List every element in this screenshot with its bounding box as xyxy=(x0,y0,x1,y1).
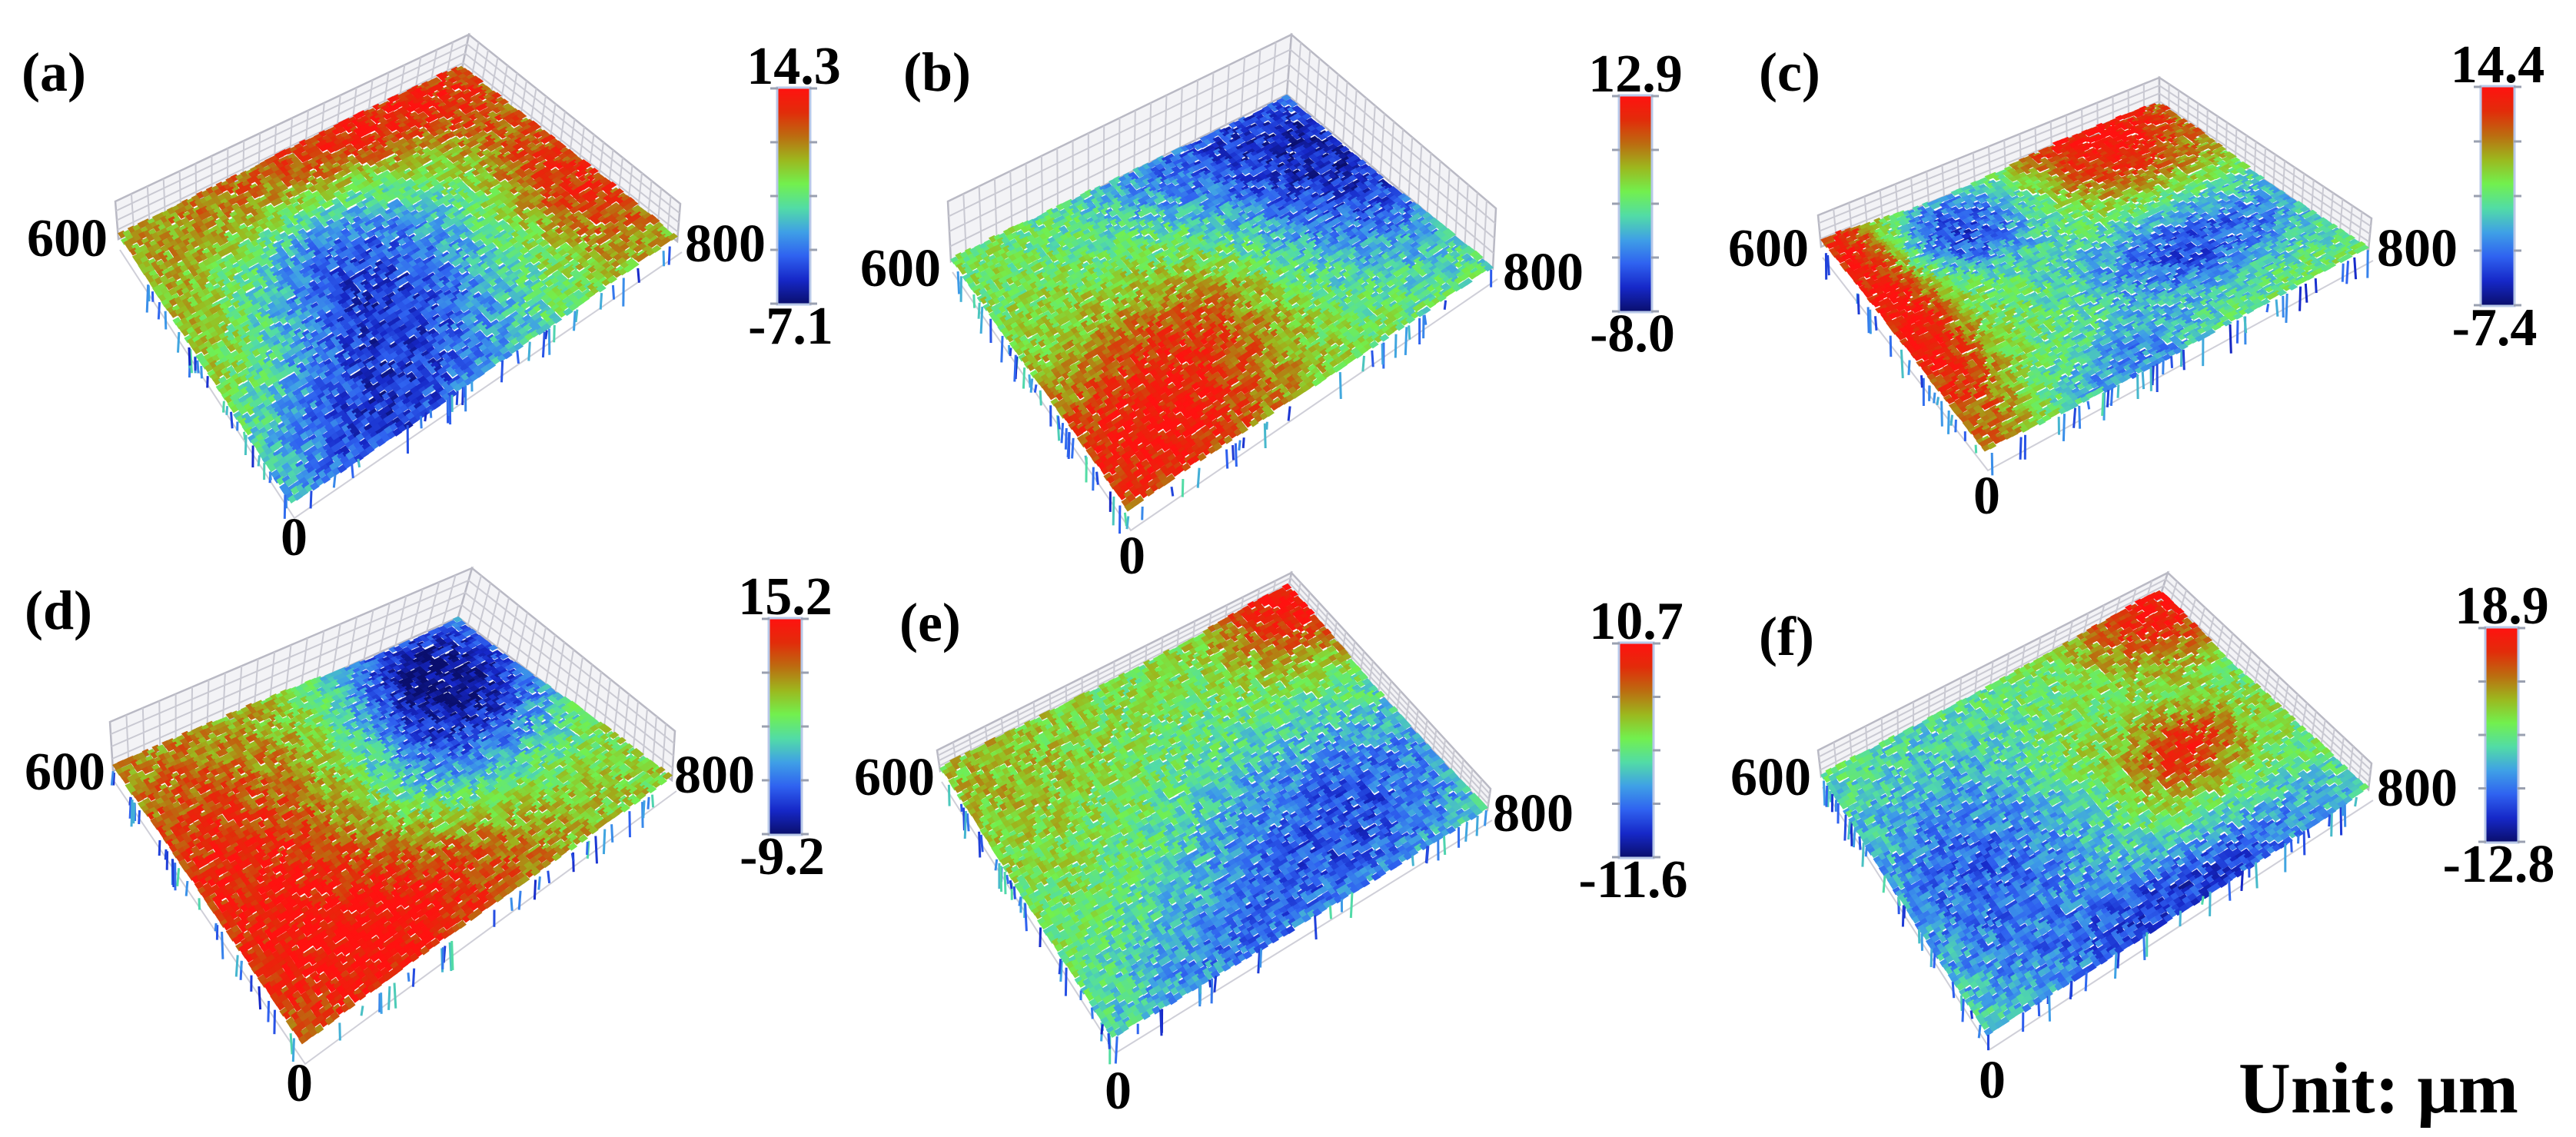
axis-tick-origin: 0 xyxy=(1105,1062,1132,1121)
colorbar-max-label: 14.3 xyxy=(746,37,841,96)
axis-tick-right: 800 xyxy=(2377,219,2458,278)
axis-tick-right: 800 xyxy=(685,214,766,274)
axis-tick-origin: 0 xyxy=(286,1054,313,1113)
colorbar-gradient xyxy=(769,619,801,834)
axis-tick-right: 800 xyxy=(1503,243,1584,302)
colorbar-gradient xyxy=(778,88,809,304)
surface-topography xyxy=(1820,590,2369,1051)
axis-tick-left: 600 xyxy=(860,239,941,298)
surface-topography xyxy=(950,94,1494,534)
colorbar-gradient xyxy=(2481,87,2514,305)
panel-grid-box xyxy=(1816,75,2374,472)
axis-tick-left: 600 xyxy=(1730,748,1811,807)
colorbar-max-label: 14.4 xyxy=(2451,35,2545,95)
panel-grid-box xyxy=(108,566,677,1066)
colorbar-gradient xyxy=(1620,96,1651,311)
colorbar-max-label: 15.2 xyxy=(738,567,833,627)
surface-topography xyxy=(939,583,1488,1065)
panel-grid-box xyxy=(946,32,1498,532)
colorbar-min-label: -7.1 xyxy=(748,297,833,356)
panel-label: (a) xyxy=(22,42,86,103)
colorbar-min-label: -12.8 xyxy=(2443,835,2555,894)
panel-label: (f) xyxy=(1759,606,1814,667)
surface-topography xyxy=(118,65,679,519)
colorbar-min-label: -11.6 xyxy=(1579,850,1688,909)
panel-e: (e) 600 800 0 10.7 -11.6 xyxy=(854,570,1688,1121)
colorbar-gradient xyxy=(2486,628,2518,842)
colorbar: 14.4 -7.4 xyxy=(2451,35,2545,357)
panel-f: (f) 600 800 0 18.9 -12.8 xyxy=(1730,570,2555,1110)
unit-label: Unit: μm xyxy=(2239,1049,2518,1129)
panel-label: (c) xyxy=(1759,42,1820,103)
colorbar: 14.3 -7.1 xyxy=(746,37,841,356)
panel-label: (b) xyxy=(903,42,971,103)
colorbar: 18.9 -12.8 xyxy=(2443,577,2555,894)
colorbar-gradient xyxy=(1620,643,1653,857)
panel-d: (d) 600 800 0 15.2 -9.2 xyxy=(25,566,833,1113)
surface-topography xyxy=(110,616,673,1062)
colorbar-max-label: 10.7 xyxy=(1589,592,1684,651)
colorbar: 12.9 -8.0 xyxy=(1588,45,1683,364)
panel-label: (d) xyxy=(25,580,92,641)
colorbar: 10.7 -11.6 xyxy=(1579,592,1688,909)
axis-tick-right: 800 xyxy=(674,746,755,805)
axis-tick-left: 600 xyxy=(27,209,108,268)
axis-tick-right: 800 xyxy=(1493,784,1574,843)
axis-tick-origin: 0 xyxy=(1973,467,2000,526)
panel-grid-box xyxy=(936,570,1493,1055)
colorbar-min-label: -9.2 xyxy=(740,827,825,886)
axis-tick-left: 600 xyxy=(25,743,105,802)
panel-label: (e) xyxy=(899,592,961,653)
colorbar-min-label: -8.0 xyxy=(1590,304,1675,364)
surface-topography xyxy=(1820,103,2370,476)
axis-tick-right: 800 xyxy=(2377,759,2458,818)
panel-grid-box xyxy=(1816,570,2374,1051)
panel-a: (a) 600 800 0 14.3 -7.1 xyxy=(22,32,841,567)
colorbar: 15.2 -9.2 xyxy=(738,567,833,886)
axis-tick-origin: 0 xyxy=(1118,527,1145,586)
panel-b: (b) 600 800 0 12.9 -8.0 xyxy=(860,32,1683,586)
colorbar-max-label: 18.9 xyxy=(2455,577,2549,636)
axis-tick-origin: 0 xyxy=(1979,1051,2006,1110)
panel-c: (c) 600 800 0 14.4 -7.4 xyxy=(1728,35,2544,526)
panels-group: (a) 600 800 0 14.3 -7.1 (b) 600 800 0 12.9 -8.0 (c) 6… xyxy=(22,32,2555,1121)
axis-tick-left: 600 xyxy=(854,748,935,807)
axis-tick-origin: 0 xyxy=(281,508,307,567)
colorbar-min-label: -7.4 xyxy=(2452,298,2538,357)
base-frame xyxy=(952,271,1498,532)
colorbar-max-label: 12.9 xyxy=(1588,45,1683,104)
base-frame xyxy=(1822,786,2374,1051)
panel-grid-box xyxy=(114,32,683,520)
axis-tick-left: 600 xyxy=(1728,219,1809,278)
